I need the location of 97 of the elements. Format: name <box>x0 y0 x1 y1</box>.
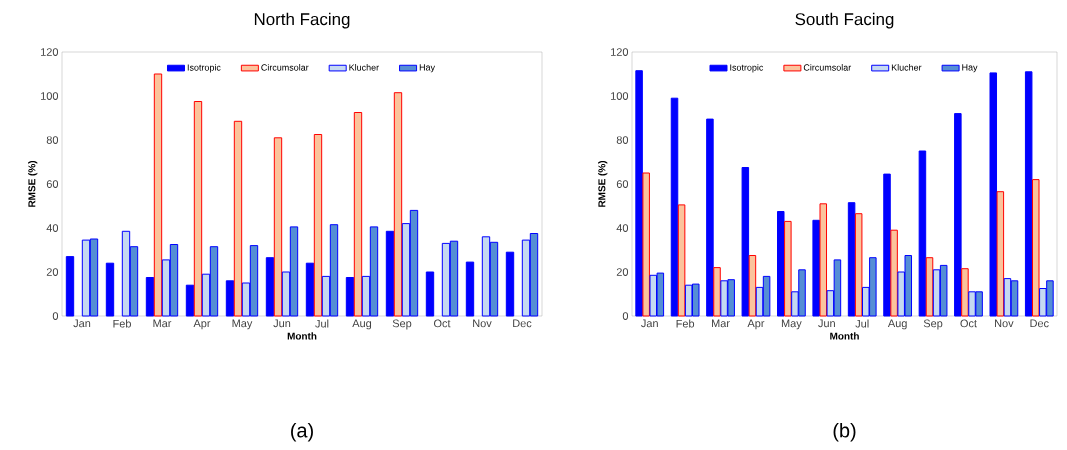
chart-title: North Facing <box>254 12 350 29</box>
bar <box>670 97 679 317</box>
x-tick-label: Nov <box>473 319 492 328</box>
bar <box>989 72 998 317</box>
bar <box>505 251 515 317</box>
x-tick-label: Nov <box>995 319 1014 328</box>
y-tick-label: 80 <box>616 136 629 144</box>
bar <box>918 150 927 317</box>
y-tick-label: 20 <box>616 268 629 276</box>
y-tick-label: 40 <box>616 224 629 232</box>
bar <box>642 172 650 317</box>
x-axis-title: Month <box>287 332 317 340</box>
text: (a) <box>291 422 313 442</box>
bar <box>925 257 934 317</box>
bar <box>265 257 275 317</box>
bar <box>1032 179 1040 317</box>
bar <box>353 112 363 317</box>
x-tick-label: Jul <box>855 319 869 328</box>
x-tick-label: Sep <box>392 319 412 330</box>
bar <box>345 277 355 317</box>
bar <box>1024 71 1033 317</box>
bar <box>313 134 323 317</box>
bar <box>819 203 828 317</box>
bar <box>890 229 898 317</box>
x-tick-label: Mar <box>153 319 172 328</box>
x-tick-label: Jan <box>73 319 91 328</box>
x-tick-label: Jul <box>315 319 329 328</box>
bar <box>273 137 283 317</box>
text: (b) <box>833 422 856 442</box>
bar <box>185 284 195 317</box>
y-axis-title: RMSE (%) <box>28 160 38 207</box>
legend-label: Isotropic <box>730 64 764 73</box>
bar <box>153 73 163 317</box>
legend-label: Hay <box>962 64 978 73</box>
bar <box>854 213 863 317</box>
bar <box>713 267 721 317</box>
bar <box>961 268 969 317</box>
y-tick-label: 80 <box>46 136 59 144</box>
x-tick-label: Feb <box>676 319 695 328</box>
bar <box>425 271 435 317</box>
bar <box>193 101 203 317</box>
bar <box>741 167 750 317</box>
bar <box>748 255 757 317</box>
bar <box>847 202 856 317</box>
y-tick-label: 0 <box>52 312 59 320</box>
bar <box>996 191 1005 317</box>
bar <box>233 120 243 317</box>
x-tick-label: Aug <box>352 319 372 330</box>
x-tick-label: Apr <box>193 319 211 330</box>
x-tick-label: Aug <box>887 319 907 330</box>
bar <box>635 70 643 317</box>
x-tick-label: Sep <box>923 319 943 330</box>
x-tick-label: Jun <box>273 319 291 328</box>
x-tick-label: May <box>781 319 802 330</box>
x-tick-label: Jan <box>641 319 658 328</box>
bar <box>105 262 115 317</box>
bar <box>393 92 403 317</box>
bar <box>225 280 235 317</box>
x-tick-label: Oct <box>434 319 451 328</box>
bar <box>465 261 475 317</box>
x-axis-title: Month <box>830 332 859 340</box>
bar <box>954 113 962 317</box>
x-tick-label: Dec <box>513 319 532 328</box>
bar <box>385 230 395 317</box>
x-tick-label: Jun <box>818 319 835 328</box>
bar <box>812 219 820 317</box>
x-tick-label: May <box>232 319 253 330</box>
x-tick-label: Dec <box>1030 319 1049 328</box>
bar <box>706 118 714 317</box>
bar <box>777 211 785 317</box>
y-tick-label: 120 <box>41 48 59 56</box>
legend-label: Klucher <box>891 64 922 71</box>
y-tick-label: 20 <box>46 268 59 276</box>
y-axis-title: RMSE (%) <box>598 160 608 207</box>
legend-label: Circumsolar <box>803 64 852 71</box>
bar <box>677 204 686 317</box>
legend-label: Isotropic <box>187 64 221 73</box>
legend-label: Hay <box>419 64 435 73</box>
y-tick-label: 0 <box>622 312 629 320</box>
y-tick-label: 60 <box>616 180 629 188</box>
legend-label: Klucher <box>349 64 379 71</box>
x-tick-label: Feb <box>113 319 131 328</box>
x-tick-label: Apr <box>747 319 765 330</box>
x-tick-label: Mar <box>712 319 730 328</box>
y-tick-label: 60 <box>46 180 59 188</box>
bar <box>145 277 155 317</box>
y-tick-label: 100 <box>611 92 629 100</box>
y-tick-label: 120 <box>611 48 629 56</box>
bar <box>65 256 75 317</box>
y-tick-label: 40 <box>46 224 59 232</box>
bar <box>883 173 891 317</box>
bar <box>784 220 792 317</box>
chart-title: South Facing <box>795 12 894 29</box>
legend-label: Circumsolar <box>261 64 309 71</box>
y-tick-label: 100 <box>41 92 59 100</box>
bar <box>305 262 315 317</box>
x-tick-label: Oct <box>960 319 977 328</box>
